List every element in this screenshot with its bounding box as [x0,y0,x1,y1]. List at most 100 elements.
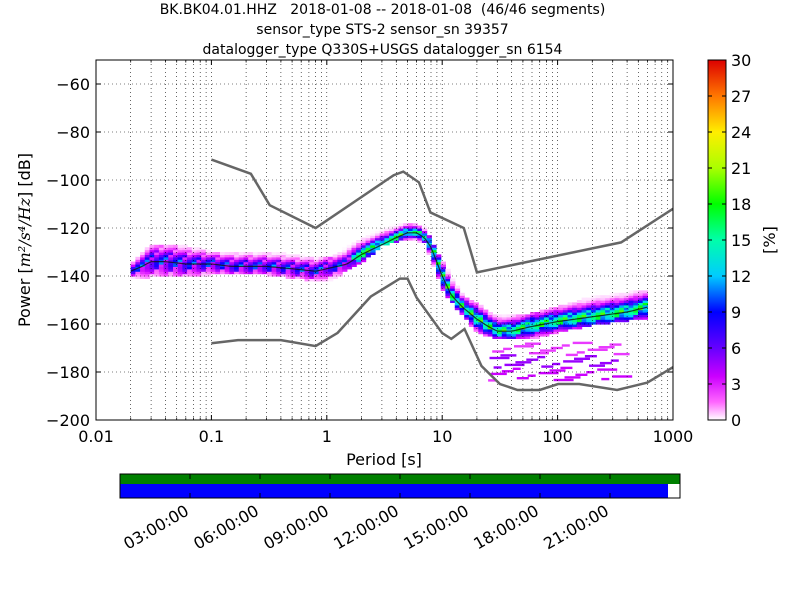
psd-cell [187,264,193,267]
psd-cell [591,316,597,320]
psd-cell [530,321,536,325]
psd-cell [262,256,268,260]
psd-cell [468,321,475,325]
psd-cell [158,268,165,272]
psd-cell [370,249,376,253]
psd-cell [642,295,648,299]
psd-cell [445,290,451,294]
psd-cell [638,300,644,303]
psd-cell [365,252,371,255]
psd-cell [332,254,338,258]
psd-cell [168,261,174,265]
psd-cell [299,256,306,260]
psd-cell [163,259,169,263]
psd-cell [271,261,277,265]
psd-cell [168,254,174,258]
psd-cell [191,249,198,253]
psd-cell [365,254,371,258]
psd-cell [548,326,555,330]
psd-cell [398,237,404,241]
psd-cell [614,295,620,299]
psd-cell [619,307,625,311]
psd-cell [530,326,536,330]
psd-cell [295,268,301,272]
psd-cell [229,261,235,265]
psd-cell [262,254,268,258]
psd-cell [459,309,465,313]
psd-cell [173,254,179,258]
psd-cell [421,240,428,243]
psd-cell [234,256,240,260]
psd-cell [149,264,155,267]
psd-cell [412,223,418,227]
psd-cell [163,271,169,275]
psd-cell [393,225,400,229]
psd-cell [144,254,151,258]
psd-cell [309,276,315,279]
psd-cell [586,316,592,320]
psd-cell [548,316,555,320]
psd-cell [342,247,348,251]
psd-cell [262,266,268,270]
psd-cell [266,268,273,272]
psd-cell [140,256,146,260]
psd-cell [534,321,540,325]
time-tick-label: 21:00:00 [540,501,612,553]
psd-cell [328,273,334,277]
psd-cell [271,254,277,258]
psd-cell [558,316,564,320]
psd-cell [187,268,193,272]
psd-cell [393,228,400,231]
psd-cell [149,273,155,277]
psd-outlier-cell [489,356,510,360]
psd-cell [243,256,249,260]
psd-cell [243,252,249,255]
psd-cell [623,319,630,323]
psd-cell [614,316,620,320]
psd-cell [586,304,592,308]
psd-cell [468,307,475,311]
psd-cell [144,271,151,275]
psd-cell [154,247,160,251]
psd-cell [135,276,141,279]
psd-cell [342,254,348,258]
psd-cell [238,271,245,275]
psd-cell [623,297,630,301]
psd-cell [196,268,202,272]
psd-cell [337,271,343,275]
psd-cell [511,324,517,327]
psd-cell [544,326,550,330]
psd-cell [384,237,390,241]
psd-outlier-cell [563,360,584,363]
psd-cell [553,316,559,320]
psd-cell [407,225,414,229]
psd-cell [572,326,578,330]
psd-cell [285,273,291,277]
psd-cell [464,304,470,308]
psd-cell [450,297,456,301]
psd-cell [483,326,489,330]
psd-cell [191,256,198,260]
psd-cell [276,268,282,272]
colorbar-tick-label: 24 [731,123,751,142]
psd-cell [154,252,160,255]
psd-cell [154,268,160,272]
psd-cell [445,268,451,272]
psd-cell [468,316,475,320]
psd-cell [558,328,564,332]
psd-cell [497,319,503,323]
psd-cell [445,271,451,275]
psd-cell [454,292,461,296]
psd-outlier-cell [584,355,597,358]
psd-cell [290,264,296,267]
psd-cell [553,307,559,311]
psd-cell [215,268,221,272]
psd-cell [266,254,273,258]
psd-cell [318,256,324,260]
psd-cell [332,261,338,265]
psd-cell [609,300,616,303]
psd-cell [313,266,320,270]
psd-cell [210,266,216,270]
psd-cell [544,314,550,318]
y-axis-label-prefix: Power [ [15,267,34,327]
